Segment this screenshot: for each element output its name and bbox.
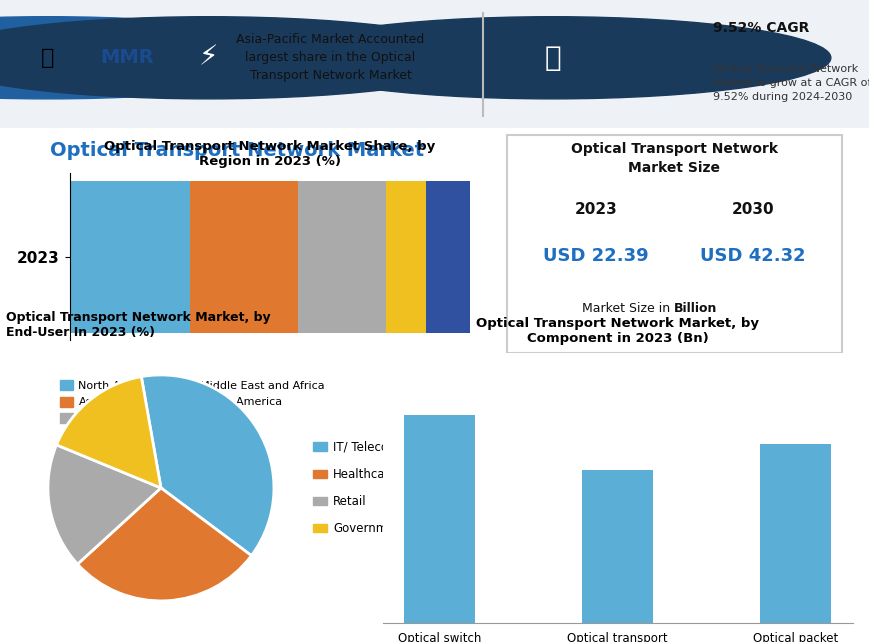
Text: 2023: 2023 (574, 202, 616, 217)
Text: MMR: MMR (100, 48, 154, 67)
Circle shape (0, 17, 487, 99)
Title: Optical Transport Network Market, by
Component in 2023 (Bn): Optical Transport Network Market, by Com… (475, 317, 759, 345)
Bar (760, 444, 830, 623)
Legend: North America, Asia-Pacific, Europe, Middle East and Africa, South America: North America, Asia-Pacific, Europe, Mid… (55, 376, 329, 428)
Text: Market Size in: Market Size in (581, 302, 673, 315)
Text: Billion: Billion (673, 302, 717, 315)
Text: 🌐: 🌐 (41, 48, 55, 68)
Text: 🔥: 🔥 (543, 44, 561, 72)
Bar (297, 181, 385, 333)
Bar (404, 415, 474, 623)
Wedge shape (141, 375, 274, 555)
Text: 9.52% CAGR: 9.52% CAGR (713, 21, 809, 35)
Text: Optical Transport Network
Market Size: Optical Transport Network Market Size (570, 143, 777, 175)
Bar (385, 181, 425, 333)
Bar (581, 470, 653, 623)
FancyBboxPatch shape (506, 135, 841, 352)
Text: Optical Transport Network
Market to grow at a CAGR of
9.52% during 2024-2030: Optical Transport Network Market to grow… (713, 64, 869, 103)
Wedge shape (56, 377, 161, 488)
Bar (70, 181, 189, 333)
Text: USD 22.39: USD 22.39 (542, 247, 648, 265)
Text: USD 42.32: USD 42.32 (699, 247, 805, 265)
Bar (425, 181, 469, 333)
Circle shape (0, 17, 326, 99)
Circle shape (274, 17, 830, 99)
Legend: IT/ Telecommunication, Healthcare, Retail, Government: IT/ Telecommunication, Healthcare, Retai… (308, 436, 470, 540)
Wedge shape (48, 445, 161, 564)
Text: Optical Transport Network Market: Optical Transport Network Market (50, 141, 423, 160)
Title: Optical Transport Network Market Share, by
Region in 2023 (%): Optical Transport Network Market Share, … (104, 140, 434, 168)
Bar (189, 181, 297, 333)
Text: Optical Transport Network Market, by
End-User In 2023 (%): Optical Transport Network Market, by End… (5, 311, 270, 338)
Text: Asia-Pacific Market Accounted
largest share in the Optical
Transport Network Mar: Asia-Pacific Market Accounted largest sh… (236, 33, 424, 82)
Text: 2030: 2030 (731, 202, 773, 217)
Wedge shape (77, 488, 251, 601)
Text: ⚡: ⚡ (199, 44, 218, 72)
